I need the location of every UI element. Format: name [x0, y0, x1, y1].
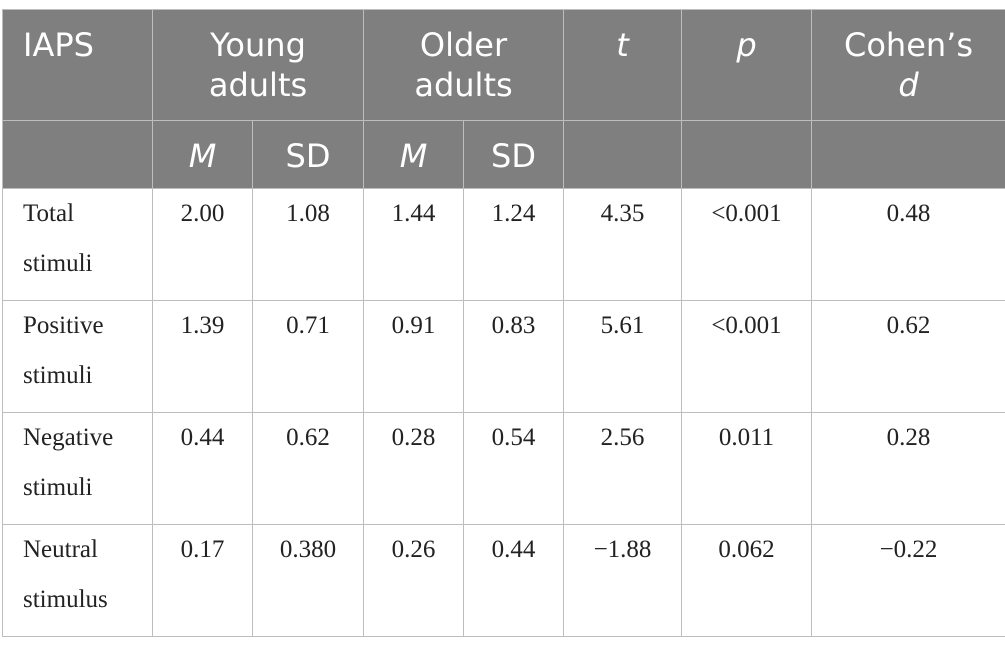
cell-p: <0.001 [681, 300, 812, 413]
header-older-line2: adults [414, 66, 513, 104]
cell-d: 0.48 [811, 188, 1005, 301]
cell-d: −0.22 [811, 524, 1005, 637]
cell-d: 0.28 [811, 412, 1005, 525]
row-label-line2: stimuli [23, 474, 93, 501]
table-row: Negative stimuli 0.44 0.62 0.28 0.54 2.5… [2, 412, 1005, 525]
row-label: Positive stimuli [2, 300, 153, 413]
table-row: Total stimuli 2.00 1.08 1.44 1.24 4.35 <… [2, 188, 1005, 301]
cell-older-sd: 0.83 [463, 300, 564, 413]
table-row: Positive stimuli 1.39 0.71 0.91 0.83 5.6… [2, 300, 1005, 413]
header-young-adults: Young adults [152, 9, 364, 121]
row-label: Negative stimuli [2, 412, 153, 525]
header-iaps: IAPS [2, 9, 153, 121]
row-label-line2: stimulus [23, 586, 108, 613]
header-older-sd: SD [463, 120, 564, 189]
cell-p: <0.001 [681, 188, 812, 301]
header-older-line1: Older [419, 26, 508, 64]
cell-t: 4.35 [563, 188, 682, 301]
cell-young-sd: 0.62 [252, 412, 364, 525]
header-empty-label [2, 120, 153, 189]
cell-t: −1.88 [563, 524, 682, 637]
header-empty-d [811, 120, 1005, 189]
cell-young-m: 1.39 [152, 300, 253, 413]
header-p: p [681, 9, 812, 121]
header-young-line1: Young [210, 26, 306, 64]
header-row-secondary: M SD M SD [2, 120, 1005, 189]
cell-young-sd: 0.380 [252, 524, 364, 637]
row-label: Total stimuli [2, 188, 153, 301]
cell-older-m: 0.91 [363, 300, 464, 413]
cell-d: 0.62 [811, 300, 1005, 413]
header-cohen-line2: d [898, 66, 919, 104]
row-label-line1: Negative [23, 424, 114, 451]
cell-t: 2.56 [563, 412, 682, 525]
cell-t: 5.61 [563, 300, 682, 413]
cell-young-m: 0.44 [152, 412, 253, 525]
cell-older-sd: 0.44 [463, 524, 564, 637]
header-young-line2: adults [208, 66, 308, 104]
header-row-primary: IAPS Young adults Older adults t p Cohen… [2, 9, 1005, 121]
cell-p: 0.011 [681, 412, 812, 525]
row-label-line2: stimuli [23, 250, 93, 277]
row-label-line1: Total [23, 200, 75, 227]
header-empty-t [563, 120, 682, 189]
cell-p: 0.062 [681, 524, 812, 637]
cell-older-sd: 1.24 [463, 188, 564, 301]
cell-young-sd: 0.71 [252, 300, 364, 413]
cell-young-sd: 1.08 [252, 188, 364, 301]
cell-older-sd: 0.54 [463, 412, 564, 525]
header-empty-p [681, 120, 812, 189]
cell-young-m: 0.17 [152, 524, 253, 637]
table-row: Neutral stimulus 0.17 0.380 0.26 0.44 −1… [2, 524, 1005, 637]
cell-older-m: 0.28 [363, 412, 464, 525]
header-older-adults: Older adults [363, 9, 564, 121]
cell-older-m: 1.44 [363, 188, 464, 301]
header-young-sd: SD [252, 120, 364, 189]
header-young-m: M [152, 120, 253, 189]
row-label-line1: Positive [23, 312, 104, 339]
results-table: IAPS Young adults Older adults t p Cohen… [2, 9, 1005, 637]
header-older-m: M [363, 120, 464, 189]
row-label-line1: Neutral [23, 536, 98, 563]
cell-older-m: 0.26 [363, 524, 464, 637]
header-cohen-line1: Cohen’s [843, 26, 973, 64]
row-label: Neutral stimulus [2, 524, 153, 637]
header-t: t [563, 9, 682, 121]
cell-young-m: 2.00 [152, 188, 253, 301]
row-label-line2: stimuli [23, 362, 93, 389]
header-cohens-d: Cohen’s d [811, 9, 1005, 121]
